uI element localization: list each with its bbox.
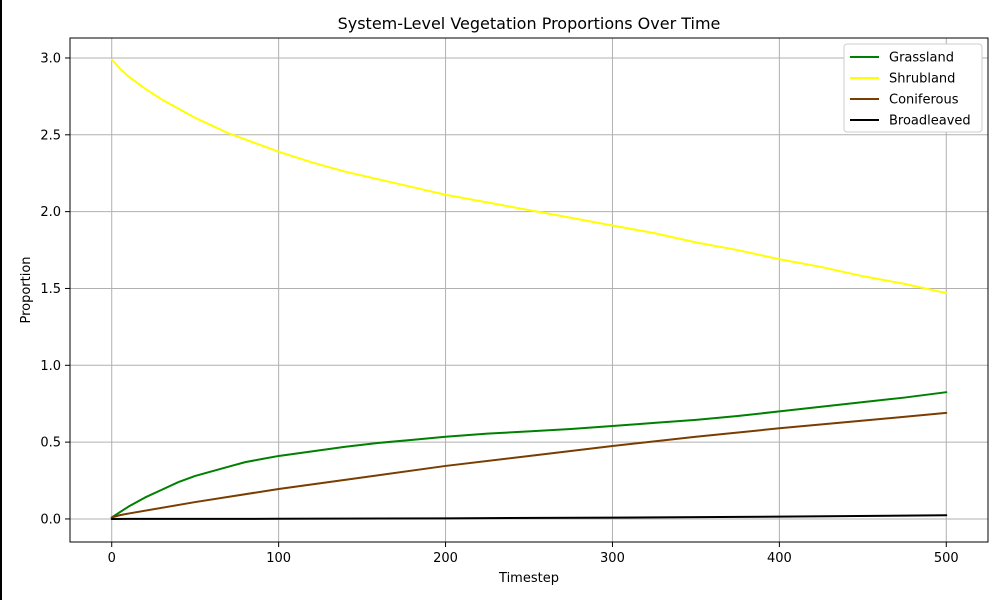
y-tick-label: 2.0 bbox=[40, 205, 61, 220]
legend-box bbox=[843, 43, 983, 133]
x-tick-label: 0 bbox=[108, 551, 116, 566]
x-tick-label: 100 bbox=[266, 551, 291, 566]
series-line-coniferous bbox=[110, 411, 948, 519]
x-tick-label: 400 bbox=[767, 551, 792, 566]
legend: Grassland Shrubland Coniferous Broadleaved bbox=[843, 43, 983, 133]
y-tick-label: 3.0 bbox=[40, 51, 61, 66]
plot-area-border bbox=[69, 37, 989, 543]
y-tick-label: 0.5 bbox=[40, 436, 61, 451]
y-axis-title: Proportion bbox=[19, 256, 34, 323]
x-tick-label: 200 bbox=[433, 551, 458, 566]
x-axis-title: Timestep bbox=[498, 571, 559, 586]
y-tick-label: 0.0 bbox=[40, 512, 61, 527]
x-tick-label: 300 bbox=[600, 551, 625, 566]
legend-label-shrubland: Shrubland bbox=[889, 72, 955, 87]
series-line-broadleaved bbox=[110, 514, 948, 520]
legend-label-broadleaved: Broadleaved bbox=[889, 114, 971, 129]
chart-title: System-Level Vegetation Proportions Over… bbox=[338, 14, 721, 33]
series-line-grassland bbox=[110, 391, 948, 519]
y-axis-ticks: 0.0 0.5 1.0 1.5 2.0 2.5 3.0 bbox=[40, 51, 70, 527]
plot-area-background bbox=[70, 38, 988, 542]
series-line-shrubland bbox=[110, 58, 948, 295]
y-tick-label: 1.0 bbox=[40, 359, 61, 374]
legend-label-grassland: Grassland bbox=[889, 51, 954, 66]
y-tick-label: 2.5 bbox=[40, 128, 61, 143]
x-axis-ticks: 0 100 200 300 400 500 bbox=[108, 542, 959, 566]
legend-label-coniferous: Coniferous bbox=[889, 93, 959, 108]
series-lines bbox=[110, 58, 948, 520]
grid-lines bbox=[70, 38, 988, 542]
x-tick-label: 500 bbox=[934, 551, 959, 566]
y-tick-label: 1.5 bbox=[40, 282, 61, 297]
